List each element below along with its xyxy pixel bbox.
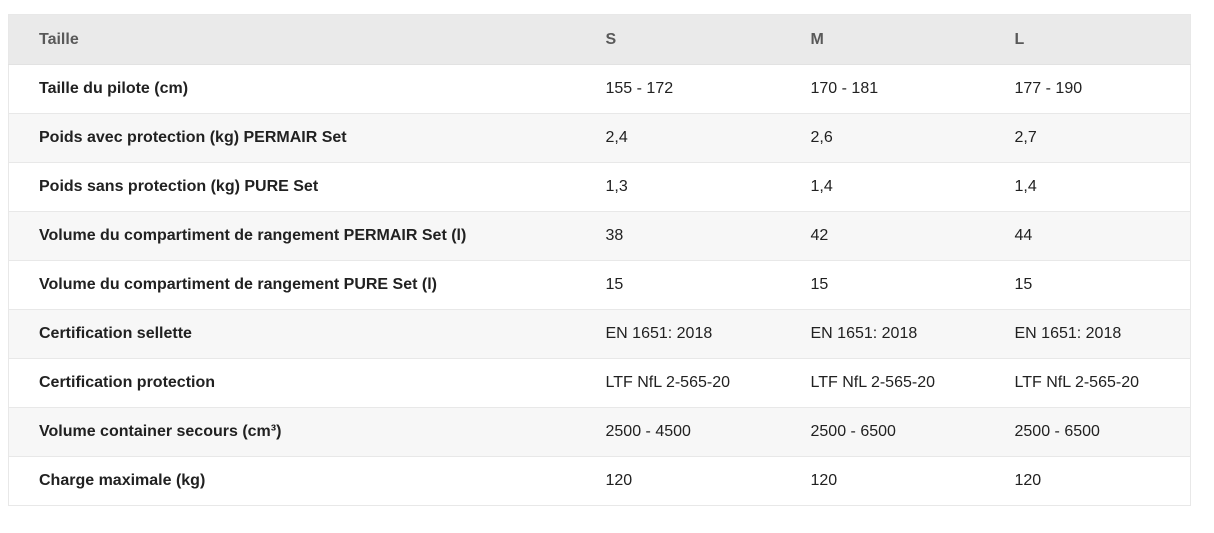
table-row: Charge maximale (kg) 120 120 120 bbox=[8, 456, 1191, 506]
cell-value-m: 1,4 bbox=[794, 162, 999, 212]
cell-value-l: 2500 - 6500 bbox=[998, 407, 1191, 457]
row-label: Taille du pilote (cm) bbox=[8, 64, 590, 114]
row-label: Poids sans protection (kg) PURE Set bbox=[8, 162, 590, 212]
table-row: Poids avec protection (kg) PERMAIR Set 2,… bbox=[8, 113, 1191, 163]
row-label: Poids avec protection (kg) PERMAIR Set bbox=[8, 113, 590, 163]
cell-value-l: 15 bbox=[998, 260, 1191, 310]
cell-value-s: 155 - 172 bbox=[589, 64, 795, 114]
cell-value-m: 120 bbox=[794, 456, 999, 506]
row-label: Volume du compartiment de rangement PERM… bbox=[8, 211, 590, 261]
header-cell-size-l: L bbox=[998, 14, 1191, 65]
header-cell-size-m: M bbox=[794, 14, 999, 65]
cell-value-s: 38 bbox=[589, 211, 795, 261]
cell-value-l: 120 bbox=[998, 456, 1191, 506]
table-row: Taille du pilote (cm) 155 - 172 170 - 181 1… bbox=[8, 64, 1191, 114]
cell-value-s: 120 bbox=[589, 456, 795, 506]
table-row: Volume du compartiment de rangement PERM… bbox=[8, 211, 1191, 261]
row-label: Volume container secours (cm³) bbox=[8, 407, 590, 457]
cell-value-s: EN 1651: 2018 bbox=[589, 309, 795, 359]
cell-value-m: EN 1651: 2018 bbox=[794, 309, 999, 359]
cell-value-l: 1,4 bbox=[998, 162, 1191, 212]
row-label: Certification sellette bbox=[8, 309, 590, 359]
cell-value-m: 2500 - 6500 bbox=[794, 407, 999, 457]
cell-value-s: 1,3 bbox=[589, 162, 795, 212]
cell-value-m: 2,6 bbox=[794, 113, 999, 163]
row-label: Volume du compartiment de rangement PURE… bbox=[8, 260, 590, 310]
cell-value-m: LTF NfL 2-565-20 bbox=[794, 358, 999, 408]
header-cell-size-s: S bbox=[589, 14, 795, 65]
header-cell-taille: Taille bbox=[8, 14, 590, 65]
cell-value-m: 170 - 181 bbox=[794, 64, 999, 114]
cell-value-l: 44 bbox=[998, 211, 1191, 261]
cell-value-m: 42 bbox=[794, 211, 999, 261]
cell-value-l: LTF NfL 2-565-20 bbox=[998, 358, 1191, 408]
cell-value-s: 2,4 bbox=[589, 113, 795, 163]
cell-value-l: 177 - 190 bbox=[998, 64, 1191, 114]
cell-value-m: 15 bbox=[794, 260, 999, 310]
cell-value-s: 15 bbox=[589, 260, 795, 310]
table-row: Poids sans protection (kg) PURE Set 1,3 1,… bbox=[8, 162, 1191, 212]
table-row: Volume container secours (cm³) 2500 - 450… bbox=[8, 407, 1191, 457]
row-label: Charge maximale (kg) bbox=[8, 456, 590, 506]
table-body: Taille du pilote (cm) 155 - 172 170 - 181 1… bbox=[8, 64, 1191, 506]
cell-value-l: 2,7 bbox=[998, 113, 1191, 163]
cell-value-l: EN 1651: 2018 bbox=[998, 309, 1191, 359]
cell-value-s: LTF NfL 2-565-20 bbox=[589, 358, 795, 408]
cell-value-s: 2500 - 4500 bbox=[589, 407, 795, 457]
table-row: Certification sellette EN 1651: 2018 EN 16… bbox=[8, 309, 1191, 359]
table-row: Certification protection LTF NfL 2-565-20… bbox=[8, 358, 1191, 408]
row-label: Certification protection bbox=[8, 358, 590, 408]
table-row: Volume du compartiment de rangement PURE… bbox=[8, 260, 1191, 310]
